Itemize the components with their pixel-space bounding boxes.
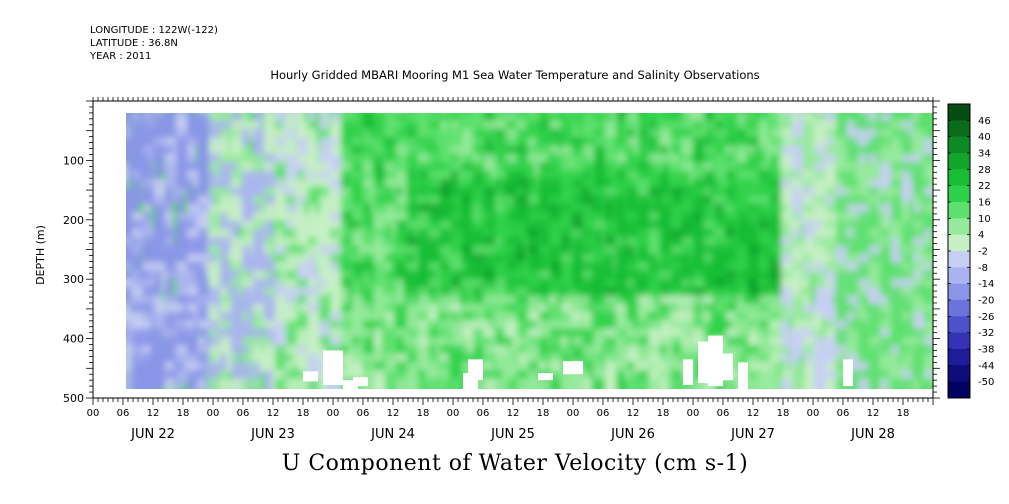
colorbar-tick-label: -8: [978, 263, 988, 274]
colorbar-tick-label: 4: [978, 230, 984, 241]
colorbar-tick-label: -14: [978, 279, 994, 290]
x-day-label: JUN 26: [610, 427, 655, 442]
x-tick-label: 12: [627, 408, 640, 419]
x-day-label: JUN 25: [490, 427, 535, 442]
x-day-label: JUN 24: [370, 427, 415, 442]
colorbar-swatch: [948, 251, 970, 268]
x-tick-label: 00: [807, 408, 820, 419]
x-tick-label: 18: [537, 408, 550, 419]
x-tick-label: 18: [417, 408, 430, 419]
colorbar-swatch: [948, 300, 970, 317]
x-tick-label: 18: [777, 408, 790, 419]
x-tick-label: 06: [117, 408, 130, 419]
colorbar-tick-label: 46: [978, 116, 991, 127]
x-tick-label: 12: [747, 408, 760, 419]
colorbar-tick-label: 10: [978, 214, 991, 225]
x-tick-label: 12: [867, 408, 880, 419]
x-day-label: JUN 22: [130, 427, 175, 442]
x-tick-label: 06: [597, 408, 610, 419]
axes: 00 06 12 18 00 06 12 18 00 06 12 18 00 06 12 18 00 06 12 18…: [63, 97, 940, 442]
colorbar-tick-label: -2: [978, 247, 988, 258]
x-tick-label: 00: [87, 408, 100, 419]
colorbar-tick-label: -26: [978, 312, 994, 323]
x-day-label: JUN 28: [850, 427, 895, 442]
y-axis-label: DEPTH (m): [34, 225, 47, 285]
x-tick-label: 12: [507, 408, 520, 419]
colorbar-swatch: [948, 283, 970, 301]
longitude-label: LONGITUDE : 122W(-122): [90, 25, 218, 36]
x-day-label: JUN 27: [730, 427, 775, 442]
colorbar-swatch: [948, 104, 970, 121]
colorbar-tick-label: -32: [978, 328, 994, 339]
y-tick-label: 300: [63, 273, 84, 286]
colorbar-swatch: [948, 381, 970, 399]
colorbar-swatch: [948, 136, 970, 154]
colorbar-tick-label: -44: [978, 361, 994, 372]
x-tick-label: 18: [657, 408, 670, 419]
data-gaps: [303, 335, 853, 390]
x-tick-label: 06: [837, 408, 850, 419]
chart-subtitle: U Component of Water Velocity (cm s-1): [281, 451, 749, 476]
latitude-label: LATITUDE : 36.8N: [90, 38, 178, 49]
colorbar: 46 40 34 28 22 16 10 4 -2 -8 -14 -20 -26 -32 -38 -44 -50: [947, 103, 994, 399]
colorbar-tick-label: 40: [978, 132, 991, 143]
metadata-block: LONGITUDE : 122W(-122) LATITUDE : 36.8N …: [90, 24, 218, 63]
colorbar-swatch: [948, 349, 970, 366]
heatmap-field: [126, 113, 933, 389]
y-tick-label: 400: [63, 333, 84, 346]
colorbar-swatch: [948, 120, 970, 137]
colorbar-tick-label: 28: [978, 165, 991, 176]
x-tick-label: 12: [267, 408, 280, 419]
x-tick-label: 06: [357, 408, 370, 419]
colorbar-swatch: [948, 234, 970, 252]
x-tick-label: 00: [207, 408, 220, 419]
y-tick-label: 200: [63, 214, 84, 227]
x-tick-label: 12: [387, 408, 400, 419]
x-tick-label: 00: [687, 408, 700, 419]
x-tick-label: 00: [327, 408, 340, 419]
x-tick-label: 00: [567, 408, 580, 419]
x-tick-label: 00: [447, 408, 460, 419]
colorbar-swatch: [948, 185, 970, 203]
colorbar-swatch: [948, 153, 970, 170]
colorbar-swatch: [948, 332, 970, 350]
colorbar-swatch: [948, 169, 970, 186]
colorbar-tick-label: 16: [978, 198, 991, 209]
x-tick-label: 18: [177, 408, 190, 419]
y-tick-label: 100: [63, 154, 84, 167]
colorbar-tick-label: -20: [978, 296, 994, 307]
y-tick-label: 500: [63, 392, 84, 405]
x-tick-label: 18: [297, 408, 310, 419]
year-label: YEAR : 2011: [90, 51, 152, 62]
x-tick-label: 06: [237, 408, 250, 419]
colorbar-tick-label: -38: [978, 345, 994, 356]
x-tick-label: 06: [717, 408, 730, 419]
colorbar-tick-label: 34: [978, 149, 991, 160]
x-tick-label: 12: [147, 408, 160, 419]
colorbar-swatch: [948, 316, 970, 333]
chart-title: Hourly Gridded MBARI Mooring M1 Sea Wate…: [270, 68, 760, 82]
colorbar-swatch: [948, 218, 970, 235]
x-day-label: JUN 23: [250, 427, 295, 442]
colorbar-swatch: [948, 365, 970, 382]
colorbar-swatch: [948, 267, 970, 284]
colorbar-swatch: [948, 202, 970, 219]
colorbar-tick-label: -50: [978, 377, 994, 388]
x-tick-label: 06: [477, 408, 490, 419]
x-tick-label: 18: [897, 408, 910, 419]
colorbar-tick-label: 22: [978, 181, 991, 192]
